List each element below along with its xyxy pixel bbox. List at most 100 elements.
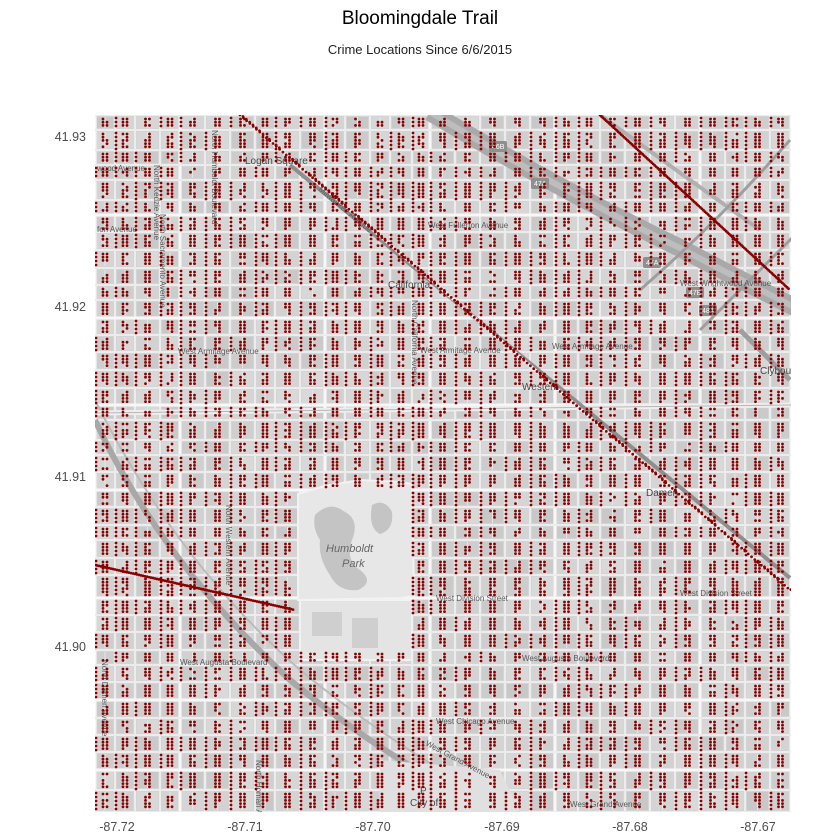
crime-point [125,202,129,206]
crime-point [105,445,109,449]
crime-point [148,457,151,461]
crime-point [114,659,118,663]
crime-point [239,347,242,350]
crime-point [105,393,109,397]
crime-point [218,481,221,484]
crime-point [193,747,196,750]
crime-point [101,747,105,750]
crime-point [134,611,138,615]
crime-point [121,702,125,706]
crime-point [101,414,105,417]
crime-point [166,570,170,573]
crime-point [179,526,183,530]
crime-point [148,185,151,189]
crime-point [179,666,183,670]
crime-point [204,499,208,503]
crime-point [193,457,196,461]
crime-point [125,390,129,394]
crime-point [166,457,170,461]
crime-point [121,610,125,613]
crime-point [204,406,208,410]
crime-point [114,624,118,628]
crime-point [105,670,109,674]
crime-point [179,599,183,603]
crime-point [170,667,174,671]
crime-point [166,320,170,324]
crime-point [159,761,163,765]
crime-point [193,723,196,727]
crime-point [189,779,192,782]
crime-point [214,534,217,537]
crime-point [134,185,138,189]
crime-point [193,255,196,259]
crime-point [95,520,98,524]
crime-point [179,383,183,387]
crime-point [166,167,170,171]
crime-point [214,795,217,799]
crime-point [189,429,192,432]
crime-point [193,347,196,350]
crime-point [148,610,151,613]
crime-point [243,170,246,174]
crime-point [229,599,233,603]
crime-point [189,209,192,212]
crime-point [189,354,192,358]
crime-point [101,327,105,330]
crime-point [243,354,246,358]
crime-point [121,712,125,715]
crime-point [148,552,151,555]
crime-point [121,142,125,146]
crime-point [189,237,192,241]
crime-point [189,132,192,136]
crime-point [121,723,125,727]
crime-point [204,580,208,584]
crime-point [170,509,174,513]
crime-point [261,209,265,212]
crime-point [101,641,105,644]
crime-point [193,782,196,785]
crime-point [218,552,221,555]
crime-point [95,683,98,687]
crime-point [261,234,265,238]
crime-point [159,567,163,571]
crime-point [243,294,246,297]
crime-point [134,508,138,512]
crime-point [243,252,246,256]
crime-point [218,320,221,324]
crime-point [114,375,118,379]
crime-point [166,655,170,659]
crime-point [144,567,147,570]
crime-point [101,687,105,691]
crime-point [170,644,174,647]
crime-point [144,545,147,549]
crime-point [170,512,174,516]
crime-point [265,132,269,136]
crime-point [114,143,118,147]
crime-point [148,560,151,564]
crime-point [101,584,105,587]
crime-point [218,542,221,546]
crime-point [95,508,98,512]
crime-point [134,425,138,429]
crime-point [134,599,138,603]
crime-point [148,393,151,397]
crime-point [214,512,217,516]
crime-point [229,628,233,632]
crime-point [170,659,174,662]
crime-point [214,481,217,484]
crime-point [114,166,118,170]
crime-point [239,379,242,382]
crime-point [148,802,151,805]
crime-point [189,205,192,209]
crime-point [189,124,192,127]
crime-point [243,747,246,750]
crime-point [170,422,174,426]
crime-point [193,435,196,439]
crime-point [144,305,147,309]
crime-point [265,145,269,149]
crime-point [105,202,109,206]
crime-point [243,590,246,594]
crime-point [121,224,125,227]
crime-point [144,670,147,674]
crime-point [125,674,129,677]
